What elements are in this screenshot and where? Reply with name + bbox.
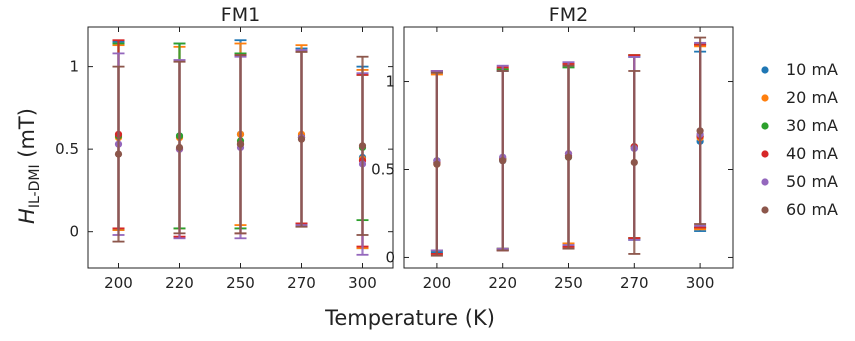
data-point [696, 127, 704, 135]
x-tick-label: 200 [423, 274, 452, 292]
panel-fm2: FM2 0 0.5 1 200 220 250 270 300 [371, 4, 734, 292]
data-point [433, 160, 441, 168]
data-point [114, 150, 123, 158]
y-tick-label: 0.5 [371, 160, 395, 178]
data-point [175, 143, 184, 152]
data-point [297, 135, 306, 143]
legend-label: 30 mA [786, 116, 838, 135]
legend-label: 10 mA [786, 60, 838, 79]
legend-marker [761, 206, 769, 214]
legend-label: 20 mA [786, 88, 838, 107]
data-point [358, 142, 367, 150]
series-60-ma [112, 50, 369, 243]
legend-label: 60 mA [786, 200, 838, 219]
data-point [236, 140, 245, 148]
legend-marker [761, 94, 769, 102]
legend-item: 50 mA [761, 172, 838, 191]
y-axis-label-unit: (mT) [15, 108, 39, 164]
x-tick-label: 300 [686, 274, 715, 292]
series-60-ma [430, 36, 707, 257]
y-tick-label: 1 [69, 58, 79, 76]
data-point [564, 153, 573, 161]
legend-label: 50 mA [786, 172, 838, 191]
y-axis-label-main: H [15, 208, 39, 224]
x-tick-label: 220 [488, 274, 517, 292]
x-tick-label: 250 [554, 274, 583, 292]
y-tick-label: 1 [385, 73, 395, 91]
legend: 10 mA 20 mA 30 mA 40 mA 50 mA 60 mA [761, 60, 838, 219]
x-tick-label: 300 [348, 274, 377, 292]
legend-item: 20 mA [761, 88, 838, 107]
legend-item: 60 mA [761, 200, 838, 219]
legend-item: 30 mA [761, 116, 838, 135]
panel-fm1: FM1 0 0.5 1 200 220 250 270 300 [55, 4, 394, 292]
legend-label: 40 mA [786, 144, 838, 163]
panel-title: FM1 [221, 4, 260, 26]
legend-item: 40 mA [761, 144, 838, 163]
x-tick-label: 270 [620, 274, 649, 292]
y-axis-label-subscript: IL-DMI [27, 164, 43, 208]
legend-marker [761, 178, 769, 186]
y-tick-label: 0.5 [55, 140, 79, 158]
y-tick-label: 0 [69, 223, 79, 241]
x-tick-label: 270 [287, 274, 316, 292]
data-point [630, 158, 638, 167]
y-tick-label: 0 [385, 248, 395, 266]
x-tick-label: 220 [165, 274, 194, 292]
x-tick-label: 200 [104, 274, 133, 292]
y-axis-label: HIL-DMI (mT) [15, 108, 43, 224]
legend-marker [761, 66, 769, 74]
legend-item: 10 mA [761, 60, 838, 79]
panel-title: FM2 [549, 4, 588, 26]
x-tick-label: 250 [226, 274, 255, 292]
legend-marker [761, 150, 769, 158]
legend-marker [761, 122, 769, 130]
data-point [499, 157, 507, 165]
x-axis-label: Temperature (K) [324, 306, 495, 330]
